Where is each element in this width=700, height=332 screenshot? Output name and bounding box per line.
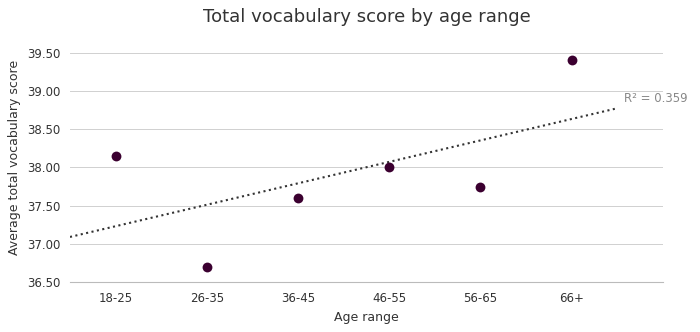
- Point: [384, 165, 395, 170]
- Y-axis label: Average total vocabulary score: Average total vocabulary score: [8, 60, 21, 256]
- Title: Total vocabulary score by age range: Total vocabulary score by age range: [202, 8, 531, 26]
- Text: R² = 0.359: R² = 0.359: [624, 93, 688, 106]
- Point: [201, 264, 212, 270]
- Point: [110, 153, 121, 159]
- X-axis label: Age range: Age range: [334, 311, 399, 324]
- Point: [475, 184, 486, 189]
- Point: [293, 196, 304, 201]
- Point: [566, 57, 578, 63]
